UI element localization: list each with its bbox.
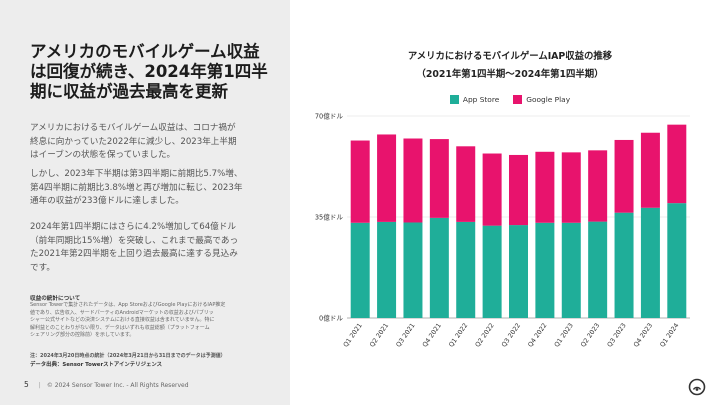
bar-app-store [482, 225, 502, 318]
data-note: 注：2024年3月20日時点の統計（2024年3月21日から31日までのデータは… [30, 353, 226, 359]
bar-app-store [377, 221, 397, 318]
bar-google-play [429, 139, 449, 218]
x-tick-label: Q2 2023 [579, 322, 601, 349]
data-source: データ出典：Sensor Towerストアインテリジェンス [30, 362, 163, 368]
bar-google-play [667, 124, 687, 204]
x-tick-label: Q3 2023 [605, 322, 627, 349]
bar-app-store [456, 221, 476, 318]
legend-swatch-google-play [513, 95, 523, 104]
left-panel [0, 0, 290, 405]
y-tick-label: 0億ドル [319, 314, 343, 323]
page-heading: アメリカのモバイルゲーム収益 は回復が続き、2024年第1四半 期に収益が過去最… [30, 42, 268, 101]
bar-google-play [377, 134, 397, 222]
legend-item-google-play: Google Play [513, 95, 570, 104]
bar-app-store [429, 217, 449, 318]
x-tick-label: Q4 2022 [526, 322, 548, 349]
legend-label-google-play: Google Play [526, 95, 571, 104]
footer-separator: | [38, 382, 41, 389]
body-paragraph-1: アメリカにおけるモバイルゲーム収益は、コロナ禍が 終息に向かっていた2022年に… [30, 123, 237, 160]
x-tick-label: Q1 2022 [447, 322, 469, 349]
bar-app-store [588, 221, 608, 318]
bar-google-play [561, 152, 581, 223]
chart-title: アメリカにおけるモバイルゲームIAP収益の推移 [407, 51, 613, 62]
bar-google-play [640, 132, 660, 208]
x-tick-label: Q1 2024 [658, 322, 680, 349]
bar-app-store [561, 222, 581, 318]
methodology-body: Sensor Towerで集計されたデータは、App StoreおよびGoogl… [30, 302, 226, 339]
bar-app-store [667, 203, 687, 318]
chart-legend: App Store Google Play [300, 95, 720, 104]
x-tick-label: Q2 2021 [368, 322, 390, 349]
bar-app-store [535, 222, 555, 318]
legend-item-app-store: App Store [449, 95, 500, 104]
x-tick-label: Q2 2022 [473, 322, 495, 349]
bar-google-play [403, 138, 423, 223]
x-tick-label: Q1 2021 [342, 322, 364, 349]
bar-google-play [350, 140, 370, 223]
methodology-title: 収益の統計について [30, 296, 81, 302]
bar-google-play [509, 154, 528, 226]
x-tick-label: Q1 2023 [553, 322, 575, 349]
y-tick-label: 70億ドル [315, 112, 344, 121]
footer: 5 | © 2024 Sensor Tower Inc. - All Rights … [24, 380, 189, 389]
chart-subtitle: （2021年第1四半期〜2024年第1四半期） [416, 69, 604, 80]
legend-label-app-store: App Store [462, 95, 500, 104]
bar-app-store [350, 222, 370, 318]
body-paragraph-2: しかし、2023年下半期は第3四半期に前期比5.7%増、 第4四半期に前期比3.… [30, 169, 243, 206]
page-number: 5 [24, 380, 29, 389]
legend-swatch-app-store [449, 95, 459, 104]
x-tick-label: Q3 2022 [500, 322, 522, 349]
x-tick-label: Q4 2021 [421, 322, 443, 349]
y-tick-label: 35億ドル [315, 213, 344, 222]
bar-google-play [588, 150, 608, 222]
copyright-text: © 2024 Sensor Tower Inc. - All Rights Re… [46, 382, 189, 389]
bar-app-store [403, 222, 423, 318]
bar-app-store [509, 225, 528, 318]
x-tick-label: Q3 2021 [394, 322, 416, 349]
sensor-tower-logo-icon [688, 378, 706, 396]
bar-app-store [640, 207, 660, 318]
bar-google-play [535, 151, 555, 223]
x-tick-label: Q4 2023 [632, 322, 654, 349]
bar-google-play [456, 146, 476, 222]
bar-app-store [614, 212, 634, 318]
body-paragraph-3: 2024年第1四半期にはさらに4.2%増加して64億ドル （前年同期比15%増）… [30, 222, 239, 273]
bar-google-play [482, 153, 502, 226]
bar-google-play [614, 139, 634, 213]
